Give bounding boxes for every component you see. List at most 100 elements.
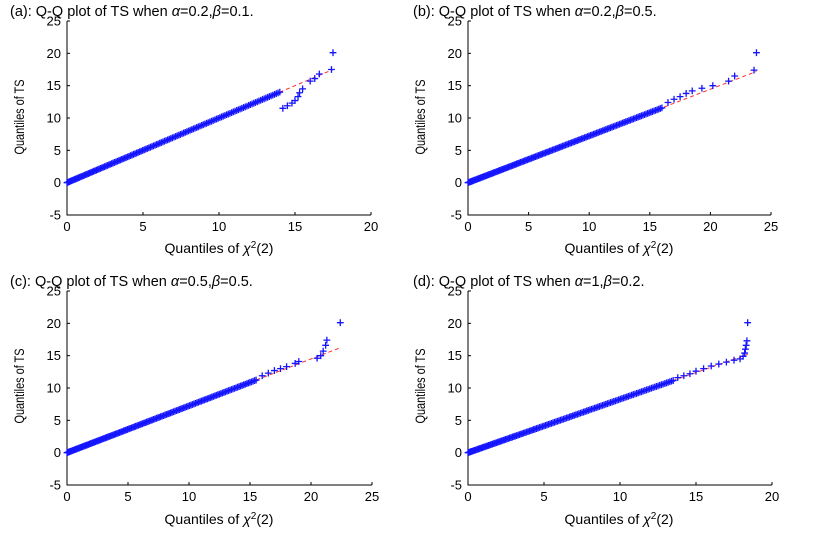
panel-b-ytick-label: -5 [450,208,462,223]
panel-b-data-point [753,49,760,57]
panel-b-axes [467,21,771,216]
panel-b-xtick-label: 15 [643,219,657,234]
panel-a-data-point [315,70,323,78]
panel-d-ytick-label: 5 [455,413,462,428]
panel-c-data-point [277,365,284,372]
panel-a-ytick-label: 5 [54,143,61,158]
panel-b-data-point [676,93,684,101]
panel-a: (a): Q-Q plot of TS when α=0.2,β=0.1. Qu… [10,4,378,256]
panel-a-data-point [140,146,148,154]
panel-c-data-point [317,352,325,360]
panel-a-data-point [177,131,184,138]
panel-a-data-point [154,140,162,148]
panel-a-reference-line [66,69,334,184]
panel-b-ytick-label: 0 [455,175,462,190]
panel-a-data-point [172,133,180,140]
panel-d-ylabel: Quantiles of TS [413,348,429,423]
panel-b-xtick-label: 5 [525,219,532,234]
panel-d-xtick-label: 15 [689,489,703,504]
panel-a-xtick-label: 10 [212,219,226,234]
panel-a-data-point [143,145,151,152]
panel-a-data-point [151,141,159,149]
panel-b-data-point [750,66,758,74]
panel-b-data-point [664,99,672,106]
panel-d-data-point [680,372,688,380]
panel-a-data-point [145,144,153,152]
panel-d-data-point [674,374,682,382]
panel-a-xtick-label: 15 [288,219,302,234]
panel-d-ytick-label: 20 [448,316,462,331]
panel-a-data-point [148,143,156,150]
panel-a-data-point [159,138,167,146]
panel-b-ytick-label: 5 [455,143,462,158]
panel-a-data-point [139,147,147,154]
panel-a-data-point [164,136,172,144]
panel-c-axes [66,291,372,486]
panel-b-data-point [709,82,717,90]
panel-a-xtick-label: 5 [139,219,146,234]
panel-c-ytick-label: 5 [54,413,61,428]
panel-d-data-point [700,365,707,372]
panel-a-data-point [162,137,170,144]
panel-d-ylabel-wrap: Quantiles of TS [413,348,429,423]
panel-d-data-point [692,367,700,375]
panel-b-data-point [688,87,696,95]
panel-d-data-point [686,370,694,378]
panel-d-xtick-label: 0 [464,489,471,504]
panel-d-xtick-label: 10 [613,489,627,504]
panel-b-ylabel-wrap: Quantiles of TS [413,79,429,154]
panel-c-xtick-label: 25 [365,489,379,504]
panel-a-data-point [178,130,186,138]
panel-b-xtick-label: 25 [764,219,778,234]
panel-b-data-point [658,104,666,112]
panel-a-ylabel: Quantiles of TS [12,79,28,154]
panel-c-data-point [283,363,290,371]
panel-b-xtick-label: 0 [464,219,471,234]
panel-b-title: (b): Q-Q plot of TS when α=0.2,β=0.5. [413,4,657,20]
panel-b-data-point [698,84,706,92]
panel-c-xtick-label: 15 [243,489,257,504]
panel-b: (b): Q-Q plot of TS when α=0.2,β=0.5. Qu… [413,4,779,256]
panel-b-ytick-label: 25 [448,14,462,29]
panel-b-xtick-label: 20 [703,219,717,234]
panel-a-title: (a): Q-Q plot of TS when α=0.2,β=0.1. [10,4,254,20]
panel-a-data-point [167,135,175,142]
panel-b-data-point [725,77,732,85]
panel-a-ytick-label: 0 [54,175,61,190]
panel-d-data-point [669,377,677,384]
panel-b-xlabel: Quantiles of χ2(2) [565,240,674,257]
panel-a-data-point [156,139,164,147]
panel-a-xlabel: Quantiles of χ2(2) [165,240,274,257]
panel-b-ytick-label: 15 [448,78,462,93]
panel-c-xtick-label: 10 [182,489,196,504]
panel-c-title: (c): Q-Q plot of TS when α=0.5,β=0.5. [10,274,253,290]
panel-d-data-point [744,319,752,327]
panel-a-ytick-label: 10 [47,111,61,126]
panel-c-ytick-label: 25 [47,284,61,299]
panel-a-data-point [157,139,165,146]
panel-d-ytick-label: 15 [448,348,462,363]
panel-a-data-point [329,49,337,57]
panel-a-data-point [279,104,287,112]
panel-a-data-point [306,77,314,85]
panel-a-xtick-label: 20 [364,219,378,234]
panel-d-data-point [723,358,730,366]
panel-c-xlabel: Quantiles of χ2(2) [165,511,274,528]
panel-a-data-point [299,85,306,93]
panel-d-ytick-label: -5 [450,478,462,493]
panel-c-data-point [271,367,278,374]
panel-c-ytick-label: 0 [54,445,61,460]
panel-a-data-point [311,75,319,82]
panel-a-data-point [169,134,176,142]
panel-a-data-point [150,142,157,150]
panel-c-data-point [322,341,330,349]
panel-c-data-point [313,354,321,362]
panel-d-ytick-label: 25 [448,284,462,299]
panel-d-ytick-label: 10 [448,381,462,396]
panel-a-data-point [165,135,173,143]
panel-b-ytick-label: 10 [448,111,462,126]
panel-a-xtick-label: 0 [63,219,70,234]
panel-b-ytick-label: 20 [448,46,462,61]
panel-c-data-point [319,347,327,355]
